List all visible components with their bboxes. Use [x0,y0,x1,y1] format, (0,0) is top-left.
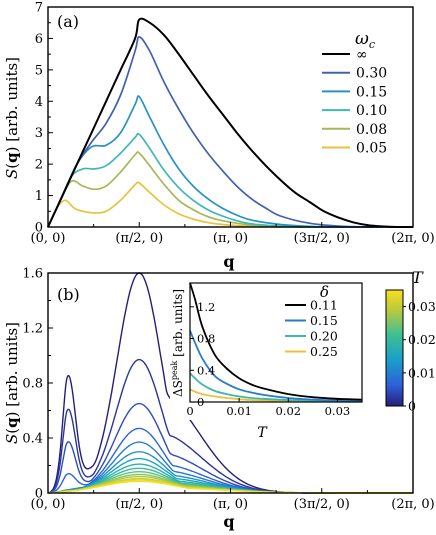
inset-series-line-delta-0.20 [189,372,363,403]
legend-label: 0.10 [356,103,387,119]
panel-a: (0, 0) (π/2, 0) (π, 0) (3π/2, 0) (2π, 0) 0 1 2 3… [3,1,435,272]
series-line-omega-0.05 [47,181,414,228]
colorbar-tick-label: 0 [408,399,416,414]
inset-legend-label: 0.25 [310,344,338,359]
panel-b: (0, 0) (π/2, 0) (π, 0) (3π/2, 0) (2π, 0) 0 0.4… [3,267,436,532]
inset-xtick-label: 0.01 [226,404,252,418]
legend-label: 0.05 [356,141,387,157]
inset-ytick-label: 0.4 [197,363,215,377]
inset-legend-items: 0.110.150.200.25 [285,298,338,359]
inset-xtick-label: 0 [186,404,193,418]
panel-b-ylabel: S(q) [arb. units] [3,322,21,444]
inset-frame [189,282,363,403]
legend-label: 0.30 [356,66,387,82]
panel-b-xlabel: q [223,512,234,531]
panel-a-legend: ωc ∞ 0.30 0.15 0.10 0.08 0.05 [322,29,387,157]
inset-axes: 0 0.01 0.02 0.03 0 0.4 0.8 1.2 [186,282,363,418]
series-line-omega-0.10 [47,132,413,228]
panel-a-xtick-label: (3π/2, 0) [294,231,350,246]
panel-a-xtick-label: (0, 0) [31,231,66,246]
panel-b-ytick-label: 0.4 [22,432,43,447]
panel-a-ytick-label: 1 [35,189,43,204]
panel-b-xtick-label: (3π/2, 0) [294,497,350,512]
inset-xlabel: T [257,425,268,441]
series-line-omega-0.30 [47,36,413,228]
panel-b-ytick-label: 0.8 [22,377,43,392]
panel-b-ytick-label: 1.2 [22,322,43,337]
legend-label: ∞ [356,47,368,63]
series-line-omega-0.08 [47,151,414,228]
inset-ytick-label: 0.8 [197,332,215,346]
panel-a-xtick-label: (2π, 0) [391,231,435,246]
panel-a-xtick-label: (π/2, 0) [115,231,163,246]
panel-b-xtick-label: (2π, 0) [391,497,435,512]
inset-xtick-label: 0.02 [275,404,301,418]
legend-title-subscript: c [369,38,375,51]
series-line-omega-∞ [47,17,414,229]
series-line-omega-0.15 [47,95,413,228]
panel-a-legend-items: ∞ 0.30 0.15 0.10 0.08 0.05 [322,47,387,157]
legend-title-symbol: ω [355,29,369,49]
panel-a-xlabel: q [223,252,234,271]
inset-xtick-label: 0.03 [325,404,351,418]
inset-chart: 0 0.01 0.02 0.03 0 0.4 0.8 1.2 ΔSpeak [arb. uni… [170,275,375,441]
panel-a-ytick-label: 7 [35,1,43,16]
colorbar-tick-label: 0.03 [408,299,436,314]
panel-b-axes: (0, 0) (π/2, 0) (π, 0) (3π/2, 0) (2π, 0) 0 0.4… [22,267,434,513]
panel-a-axes: (0, 0) (π/2, 0) (π, 0) (3π/2, 0) (2π, 0) 0 1 2 3… [31,1,435,247]
panel-a-ytick-label: 5 [35,63,43,78]
panel-a-xtick-label: (π, 0) [213,231,248,246]
panel-b-xtick-label: (π/2, 0) [115,497,163,512]
colorbar-gradient [385,289,404,407]
panel-a-ytick-label: 2 [35,158,43,173]
panel-b-ytick-label: 0 [35,487,43,502]
panel-b-label: (b) [57,285,80,304]
legend-label: 0.15 [356,84,387,100]
panel-a-ytick-label: 4 [35,95,43,110]
panel-a-ytick-label: 3 [35,126,43,141]
panel-a-series [47,17,414,229]
colorbar-ticks: 0 0.01 0.02 0.03 [403,299,436,414]
panel-a-ytick-label: 0 [35,221,43,236]
inset-ytick-label: 1.2 [197,300,215,314]
panel-b-xtick-label: (π, 0) [213,497,248,512]
legend-label: 0.08 [356,122,387,138]
inset-legend-label: 0.20 [310,329,338,344]
inset-series-line-delta-0.11 [189,282,363,401]
inset-legend-title: δ [320,283,329,301]
inset-legend-label: 0.11 [310,298,338,313]
colorbar-label: T [412,268,424,287]
colorbar-tick-label: 0.02 [408,332,436,347]
panel-b-xtick-label: (0, 0) [31,497,66,512]
inset-series-line-delta-0.15 [189,330,363,402]
panel-a-label: (a) [57,12,79,31]
inset-ylabel: ΔSpeak [arb. units] [170,289,185,397]
panel-b-ytick-label: 1.6 [22,267,43,282]
colorbar: T 0 0.01 0.02 0.03 [385,268,436,414]
colorbar-tick-label: 0.01 [408,365,436,380]
panel-a-ytick-label: 6 [35,32,43,47]
panel-a-ylabel: S(q) [arb. units] [3,57,21,179]
legend-title: ωc [355,29,375,51]
inset-ytick-label: 0 [197,395,204,409]
inset-legend-label: 0.15 [310,313,338,328]
